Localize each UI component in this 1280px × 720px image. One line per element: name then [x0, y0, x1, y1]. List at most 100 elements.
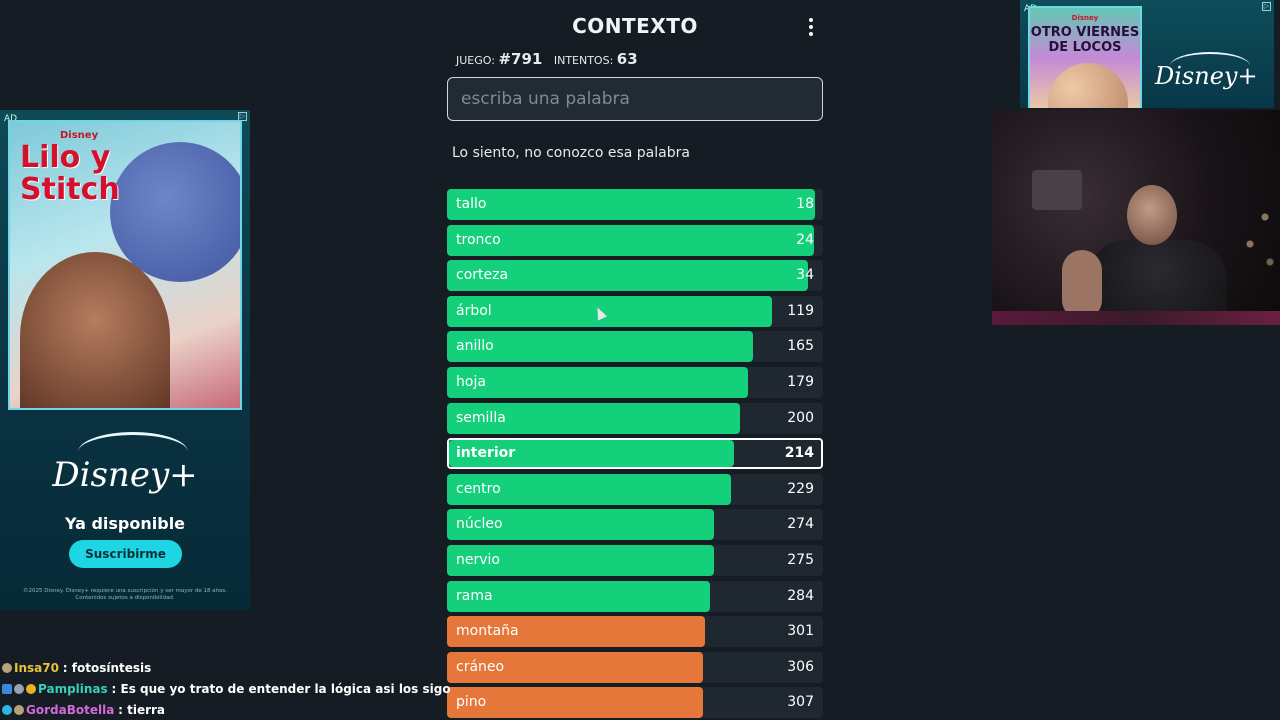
ad-left[interactable]: AD ▷ Disney Lilo y Stitch Disney+ Ya dis…	[0, 110, 250, 610]
chat-message: GordaBotella : tierra	[2, 700, 442, 720]
guess-word: interior	[456, 445, 516, 462]
guess-row: pino 307	[447, 687, 823, 719]
game-info: JUEGO: #791 INTENTOS: 63	[456, 50, 646, 68]
game-label: JUEGO:	[456, 54, 495, 67]
character-illustration	[20, 252, 170, 408]
chat-text: : Es que yo trato de entender la lógica …	[111, 682, 451, 696]
guess-row: corteza 34	[447, 260, 823, 292]
guess-rank: 229	[787, 480, 814, 497]
guess-row: semilla 200	[447, 402, 823, 434]
chat-overlay: Insa70 : fotosíntesis Pamplinas : Es que …	[2, 658, 451, 720]
chat-badge-icon	[14, 684, 24, 694]
guess-rank: 24	[796, 231, 814, 248]
word-input[interactable]	[447, 77, 823, 121]
guess-row: centro 229	[447, 473, 823, 505]
guess-row: interior 214	[447, 438, 823, 470]
guess-word: rama	[456, 587, 493, 604]
guess-word: anillo	[456, 338, 494, 355]
poster-title: OTRO VIERNES DE LOCOS	[1030, 25, 1140, 55]
guess-rank: 275	[787, 551, 814, 568]
chat-badge-icon	[14, 705, 24, 715]
app-title: CONTEXTO	[572, 14, 698, 38]
guess-rank: 119	[787, 302, 814, 319]
guess-word: centro	[456, 480, 501, 497]
guess-rank: 18	[796, 196, 814, 212]
guess-row: rama 284	[447, 580, 823, 612]
poster-brand: Disney	[1071, 14, 1099, 22]
chat-badge-icon	[2, 684, 12, 694]
guess-rank: 165	[787, 338, 814, 355]
similarity-bar	[447, 224, 814, 256]
similarity-bar	[447, 651, 703, 683]
streamer-arm	[1062, 250, 1102, 320]
disney-plus-logo: Disney+	[52, 455, 198, 495]
guess-rank: 179	[787, 373, 814, 390]
similarity-bar	[447, 473, 731, 505]
guess-row: cráneo 306	[447, 651, 823, 683]
chat-message: Insa70 : fotosíntesis	[2, 658, 442, 679]
similarity-bar	[447, 580, 711, 612]
guess-word: cráneo	[456, 658, 505, 675]
guess-row: anillo 165	[447, 331, 823, 363]
chat-badge-icon	[2, 663, 12, 673]
game-number: #791	[498, 50, 543, 68]
movie-poster[interactable]: Disney Lilo y Stitch	[8, 120, 242, 410]
ad-right[interactable]: AD ▷ Disney OTRO VIERNES DE LOCOS Disney…	[1020, 0, 1274, 108]
ad-info-icon[interactable]: ▷	[238, 112, 247, 121]
disney-arc-icon	[78, 432, 188, 472]
poster-brand: Disney	[60, 130, 99, 141]
chat-username[interactable]: GordaBotella	[26, 703, 115, 717]
movie-poster[interactable]: Disney OTRO VIERNES DE LOCOS	[1028, 6, 1142, 108]
guess-rank: 284	[787, 587, 814, 604]
character-illustration	[1048, 63, 1128, 108]
guess-word: tallo	[456, 196, 487, 212]
stitch-illustration	[110, 142, 240, 282]
guess-rank: 307	[787, 694, 814, 711]
poster-title: Lilo y Stitch	[20, 140, 120, 207]
similarity-bar	[447, 189, 816, 220]
similarity-bar	[447, 331, 754, 363]
similarity-bar	[449, 440, 734, 468]
webcam-background-object	[1032, 170, 1082, 210]
streamer-body	[1087, 240, 1227, 325]
chat-username[interactable]: Insa70	[14, 661, 59, 675]
disney-plus-logo: Disney+	[1155, 62, 1258, 90]
guess-rank: 301	[787, 623, 814, 640]
guess-word: pino	[456, 694, 487, 711]
led-glow	[992, 311, 1280, 325]
string-lights	[1230, 190, 1280, 280]
guess-row: tallo 18	[447, 189, 823, 220]
guess-row: árbol 119	[447, 295, 823, 327]
app-header: CONTEXTO	[447, 12, 823, 42]
chat-text: : tierra	[118, 703, 166, 717]
ad-info-icon[interactable]: ▷	[1262, 2, 1271, 11]
guess-list: tallo 18 tronco 24 corteza 34 árbol 119 anillo 16…	[447, 189, 823, 720]
ad-badge: AD	[4, 114, 18, 124]
chat-username[interactable]: Pamplinas	[38, 682, 108, 696]
guess-rank: 274	[787, 516, 814, 533]
chat-text: : fotosíntesis	[62, 661, 152, 675]
guess-row: nervio 275	[447, 544, 823, 576]
subscribe-button[interactable]: Suscribirme	[69, 540, 182, 568]
chat-badge-icon	[26, 684, 36, 694]
guess-word: núcleo	[456, 516, 503, 533]
guess-rank: 306	[787, 658, 814, 675]
more-vertical-icon[interactable]	[805, 16, 817, 38]
guess-row: núcleo 274	[447, 509, 823, 541]
guess-word: nervio	[456, 551, 500, 568]
streamer-head	[1127, 185, 1177, 245]
guess-word: corteza	[456, 267, 509, 284]
similarity-bar	[447, 295, 773, 327]
error-message: Lo siento, no conozco esa palabra	[452, 145, 690, 161]
similarity-bar	[447, 687, 703, 719]
similarity-bar	[447, 616, 705, 648]
guess-rank: 214	[784, 445, 814, 462]
guess-row: tronco 24	[447, 224, 823, 256]
guess-row: montaña 301	[447, 616, 823, 648]
guess-rank: 34	[796, 267, 814, 284]
guess-word: montaña	[456, 623, 519, 640]
guess-word: hoja	[456, 373, 486, 390]
similarity-bar	[447, 366, 748, 398]
similarity-bar	[447, 402, 741, 434]
guess-word: tronco	[456, 231, 501, 248]
